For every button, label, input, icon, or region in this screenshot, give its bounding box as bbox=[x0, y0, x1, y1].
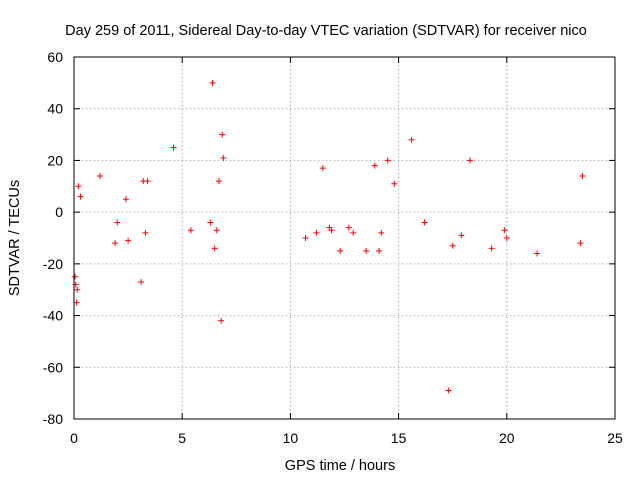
x-tick-label: 25 bbox=[607, 430, 623, 446]
data-point bbox=[488, 245, 495, 252]
data-point bbox=[421, 219, 428, 226]
data-point bbox=[449, 242, 456, 249]
x-tick-label: 15 bbox=[391, 430, 407, 446]
data-point bbox=[75, 183, 82, 190]
data-point bbox=[534, 250, 541, 257]
y-tick-label: -60 bbox=[43, 359, 63, 375]
y-tick-label: -40 bbox=[43, 308, 63, 324]
data-point bbox=[371, 162, 378, 169]
data-point bbox=[73, 299, 80, 306]
data-point bbox=[445, 387, 452, 394]
x-tick-label: 0 bbox=[70, 430, 78, 446]
data-point bbox=[220, 154, 227, 161]
x-tick-label: 20 bbox=[499, 430, 515, 446]
data-point bbox=[213, 227, 220, 234]
data-point bbox=[458, 232, 465, 239]
data-point bbox=[328, 227, 335, 234]
x-axis-title: GPS time / hours bbox=[285, 458, 395, 474]
data-point bbox=[207, 219, 214, 226]
data-point bbox=[350, 229, 357, 236]
x-tick-label: 10 bbox=[283, 430, 299, 446]
data-point bbox=[96, 172, 103, 179]
y-axis-title: SDTVAR / TECUs bbox=[7, 180, 23, 296]
data-point bbox=[142, 229, 149, 236]
y-tick-label: -80 bbox=[43, 411, 63, 427]
data-point bbox=[209, 79, 216, 86]
chart-title: Day 259 of 2011, Sidereal Day-to-day VTE… bbox=[65, 23, 587, 39]
x-tick-label: 5 bbox=[178, 430, 186, 446]
data-point bbox=[501, 227, 508, 234]
plot-frame bbox=[73, 56, 616, 420]
data-point bbox=[211, 245, 218, 252]
data-point bbox=[72, 273, 79, 280]
data-point bbox=[408, 136, 415, 143]
data-point bbox=[144, 178, 151, 185]
data-point bbox=[384, 157, 391, 164]
data-point bbox=[187, 227, 194, 234]
data-point bbox=[218, 317, 225, 324]
data-point bbox=[577, 240, 584, 247]
y-tick-label: 0 bbox=[55, 204, 63, 220]
data-point bbox=[122, 196, 129, 203]
data-point bbox=[215, 178, 222, 185]
data-point bbox=[319, 165, 326, 172]
data-point bbox=[219, 131, 226, 138]
data-point bbox=[74, 286, 81, 293]
data-point bbox=[125, 237, 132, 244]
y-tick-label: 40 bbox=[47, 101, 63, 117]
axis-ticks: 0 5 10 15 20 25 -80 -60 -40 -20 0 20 40 60 bbox=[43, 49, 623, 446]
data-point bbox=[302, 235, 309, 241]
y-tick-label: 60 bbox=[47, 49, 63, 65]
data-point bbox=[503, 235, 510, 241]
data-point bbox=[391, 180, 398, 187]
data-point bbox=[467, 157, 474, 164]
data-points bbox=[72, 79, 586, 394]
y-tick-label: 20 bbox=[47, 152, 63, 168]
data-point bbox=[376, 247, 383, 254]
data-point bbox=[138, 278, 145, 285]
data-point bbox=[337, 247, 344, 254]
data-point bbox=[579, 172, 586, 179]
data-point bbox=[114, 219, 121, 226]
data-point bbox=[77, 193, 84, 200]
data-point bbox=[345, 224, 352, 231]
data-point bbox=[313, 229, 320, 236]
data-point bbox=[170, 144, 177, 151]
data-point bbox=[112, 240, 119, 247]
data-point bbox=[363, 247, 370, 254]
data-point bbox=[378, 229, 385, 236]
y-tick-label: -20 bbox=[43, 256, 63, 272]
